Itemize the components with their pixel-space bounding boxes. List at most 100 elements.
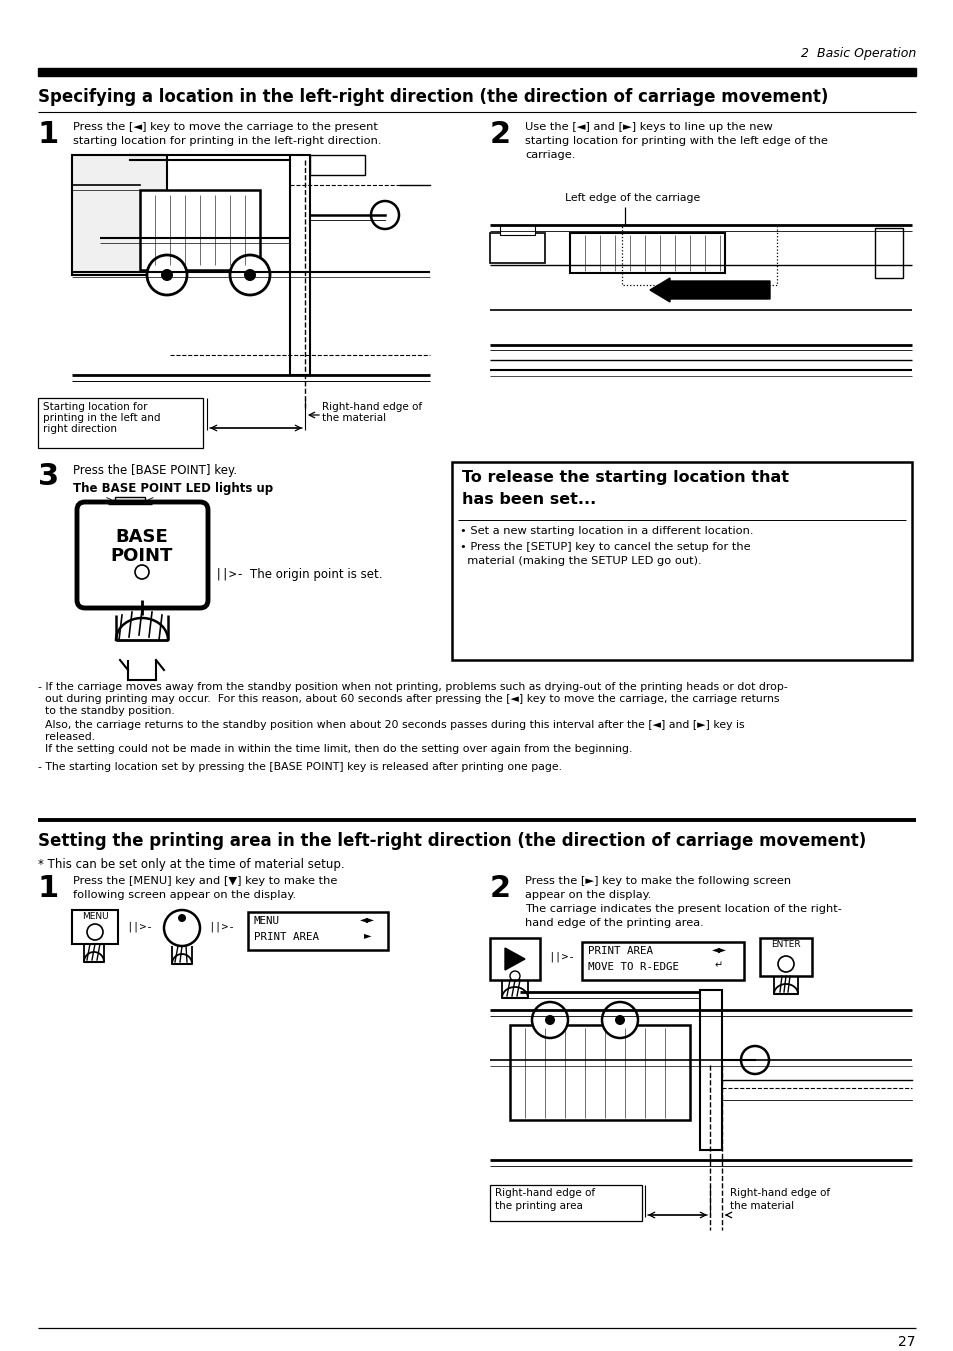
Circle shape	[371, 201, 398, 230]
Bar	[760, 938, 811, 975]
Text: The BASE POINT LED lights up: The BASE POINT LED lights up	[73, 482, 273, 494]
Text: ◄►: ◄►	[711, 944, 726, 954]
Text: <: <	[148, 496, 153, 507]
Text: Specifying a location in the left-right direction (the direction of carriage mov: Specifying a location in the left-right …	[38, 88, 827, 105]
Text: MENU: MENU	[82, 912, 109, 921]
Text: Press the [◄] key to move the carriage to the present: Press the [◄] key to move the carriage t…	[73, 122, 377, 132]
Bar	[290, 155, 310, 376]
Bar	[71, 911, 118, 944]
Text: the material: the material	[322, 413, 386, 423]
Circle shape	[161, 269, 172, 281]
Text: PRINT AREA: PRINT AREA	[253, 932, 318, 942]
Text: Also, the carriage returns to the standby position when about 20 seconds passes : Also, the carriage returns to the standb…	[38, 720, 744, 730]
FancyBboxPatch shape	[77, 503, 208, 608]
Bar	[248, 912, 388, 950]
Bar	[700, 990, 721, 1150]
Text: ||>-: ||>-	[547, 952, 575, 962]
Text: - If the carriage moves away from the standby position when not printing, proble: - If the carriage moves away from the st…	[38, 682, 787, 692]
Bar	[581, 942, 743, 979]
Text: hand edge of the printing area.: hand edge of the printing area.	[524, 917, 703, 928]
Text: Right-hand edge of: Right-hand edge of	[322, 403, 421, 412]
Bar	[499, 226, 535, 235]
Text: printing in the left and: printing in the left and	[43, 413, 160, 423]
Text: ◄►: ◄►	[359, 915, 375, 924]
FancyArrow shape	[649, 278, 769, 303]
Text: Press the [►] key to make the following screen: Press the [►] key to make the following …	[524, 875, 790, 886]
Text: Starting location for: Starting location for	[43, 403, 148, 412]
Text: starting location for printing with the left edge of the: starting location for printing with the …	[524, 136, 827, 146]
Circle shape	[544, 1015, 555, 1025]
Text: If the setting could not be made in within the time limit, then do the setting o: If the setting could not be made in with…	[38, 744, 632, 754]
Text: ||>-: ||>-	[126, 921, 152, 932]
Text: right direction: right direction	[43, 424, 117, 434]
Bar	[874, 228, 902, 278]
Text: - The starting location set by pressing the [BASE POINT] key is released after p: - The starting location set by pressing …	[38, 762, 561, 771]
Circle shape	[532, 1002, 567, 1038]
Text: to the standby position.: to the standby position.	[38, 707, 174, 716]
Bar	[490, 232, 544, 263]
Text: • Press the [SETUP] key to cancel the setup for the: • Press the [SETUP] key to cancel the se…	[459, 542, 750, 553]
Text: ||>-: ||>-	[208, 921, 234, 932]
Bar	[71, 155, 167, 276]
Text: out during printing may occur.  For this reason, about 60 seconds after pressing: out during printing may occur. For this …	[38, 694, 779, 704]
Text: >: >	[106, 496, 112, 507]
Circle shape	[147, 255, 187, 295]
Text: PRINT AREA: PRINT AREA	[587, 946, 652, 957]
Text: 2: 2	[490, 874, 511, 902]
Text: following screen appear on the display.: following screen appear on the display.	[73, 890, 295, 900]
Text: The carriage indicates the present location of the right-: The carriage indicates the present locat…	[524, 904, 841, 915]
Text: 1: 1	[38, 120, 59, 149]
Text: BASE: BASE	[115, 528, 168, 546]
Bar	[115, 497, 145, 507]
Text: carriage.: carriage.	[524, 150, 575, 159]
Text: ↵: ↵	[714, 961, 722, 970]
Text: MOVE TO R-EDGE: MOVE TO R-EDGE	[587, 962, 679, 971]
Circle shape	[615, 1015, 624, 1025]
Text: Press the [BASE POINT] key.: Press the [BASE POINT] key.	[73, 463, 237, 477]
Text: the material: the material	[729, 1201, 793, 1210]
Text: 2  Basic Operation: 2 Basic Operation	[800, 47, 915, 59]
Text: To release the starting location that: To release the starting location that	[461, 470, 788, 485]
Text: • Set a new starting location in a different location.: • Set a new starting location in a diffe…	[459, 526, 753, 536]
Text: Right-hand edge of: Right-hand edge of	[495, 1188, 595, 1198]
Bar	[569, 232, 724, 273]
Text: 3: 3	[38, 462, 59, 490]
Bar	[140, 190, 260, 270]
Bar	[490, 938, 539, 979]
Text: ►: ►	[364, 929, 371, 940]
Text: Right-hand edge of: Right-hand edge of	[729, 1188, 829, 1198]
Text: ENTER: ENTER	[770, 940, 800, 948]
Bar	[490, 1185, 641, 1221]
Text: the printing area: the printing area	[495, 1201, 582, 1210]
Circle shape	[178, 915, 186, 921]
Text: 27: 27	[898, 1335, 915, 1350]
Text: released.: released.	[38, 732, 95, 742]
Circle shape	[244, 269, 255, 281]
Circle shape	[230, 255, 270, 295]
Text: starting location for printing in the left-right direction.: starting location for printing in the le…	[73, 136, 381, 146]
Circle shape	[601, 1002, 638, 1038]
Text: The origin point is set.: The origin point is set.	[250, 567, 382, 581]
Text: Left edge of the carriage: Left edge of the carriage	[564, 193, 700, 203]
Polygon shape	[504, 948, 524, 970]
Text: 1: 1	[38, 874, 59, 902]
Text: material (making the SETUP LED go out).: material (making the SETUP LED go out).	[459, 557, 700, 566]
Text: appear on the display.: appear on the display.	[524, 890, 651, 900]
Text: Press the [MENU] key and [▼] key to make the: Press the [MENU] key and [▼] key to make…	[73, 875, 337, 886]
Bar	[452, 462, 911, 661]
Text: POINT: POINT	[111, 547, 173, 565]
Bar	[510, 1025, 689, 1120]
Text: ||>-: ||>-	[214, 567, 245, 581]
Bar	[38, 68, 915, 76]
Text: Use the [◄] and [►] keys to line up the new: Use the [◄] and [►] keys to line up the …	[524, 122, 772, 132]
Text: MENU: MENU	[253, 916, 280, 925]
Circle shape	[740, 1046, 768, 1074]
Bar	[38, 399, 203, 449]
Circle shape	[164, 911, 200, 946]
Bar	[621, 226, 776, 285]
Bar	[310, 155, 365, 176]
Text: has been set...: has been set...	[461, 492, 596, 507]
Text: Setting the printing area in the left-right direction (the direction of carriage: Setting the printing area in the left-ri…	[38, 832, 865, 850]
Text: 2: 2	[490, 120, 511, 149]
Text: * This can be set only at the time of material setup.: * This can be set only at the time of ma…	[38, 858, 344, 871]
